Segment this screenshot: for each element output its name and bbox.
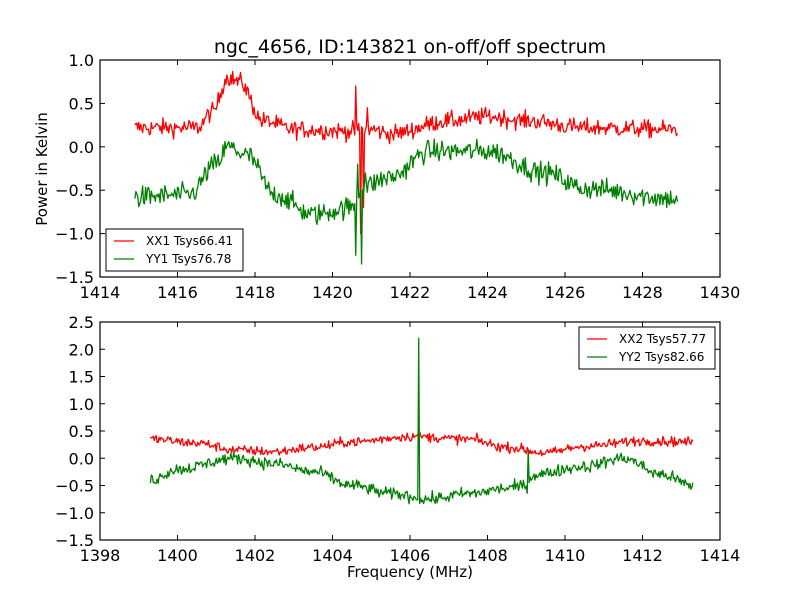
series-line-xx2 <box>149 431 694 457</box>
x-tick-label: 1406 <box>390 546 431 565</box>
legend-label: YY1 Tsys76.78 <box>145 252 231 266</box>
x-tick-label: 1430 <box>700 283 741 302</box>
series-line-yy2 <box>149 337 694 505</box>
y-axis-label: Power in Kelvin <box>33 112 51 226</box>
series-line-yy1 <box>134 138 679 265</box>
y-tick-label: 0.5 <box>69 422 94 441</box>
x-tick-label: 1420 <box>312 283 353 302</box>
x-tick-label: 1400 <box>157 546 198 565</box>
x-tick-label: 1422 <box>390 283 431 302</box>
x-tick-label: 1416 <box>157 283 198 302</box>
legend-label: YY2 Tsys82.66 <box>618 350 704 364</box>
y-tick-label: 1.0 <box>69 395 94 414</box>
x-tick-label: 1414 <box>80 283 121 302</box>
x-axis-label: Frequency (MHz) <box>347 563 473 581</box>
y-tick-label: 0.5 <box>69 94 94 113</box>
legend: XX2 Tsys57.77 YY2 Tsys82.66 <box>578 326 716 370</box>
y-tick-label: −1.5 <box>55 268 94 287</box>
legend-label: XX1 Tsys66.41 <box>146 234 233 248</box>
x-tick-label: 1410 <box>545 546 586 565</box>
chart-title: ngc_4656, ID:143821 on-off/off spectrum <box>214 36 606 58</box>
top-panel: 1414 1416 1418 1420 1422 1424 1426 1428 1430 1.0 0… <box>55 51 740 302</box>
x-tick-label: 1404 <box>312 546 353 565</box>
legend: XX1 Tsys66.41 YY1 Tsys76.78 <box>105 228 244 272</box>
x-tick-label: 1398 <box>80 546 121 565</box>
y-tick-label: −1.0 <box>55 225 94 244</box>
legend-label: XX2 Tsys57.77 <box>619 332 706 346</box>
y-tick-label: 0.0 <box>69 138 94 157</box>
y-tick-label: 0.0 <box>69 449 94 468</box>
y-tick-label: 1.5 <box>69 368 94 387</box>
x-tick-label: 1426 <box>545 283 586 302</box>
x-tick-label: 1402 <box>235 546 276 565</box>
bottom-panel: 1398 1400 1402 1404 1406 1408 1410 1412 1414 2.5 2… <box>55 313 740 565</box>
y-tick-label: 2.5 <box>69 313 94 332</box>
y-tick-label: −0.5 <box>55 477 94 496</box>
y-tick-label: −0.5 <box>55 181 94 200</box>
x-tick-label: 1418 <box>235 283 276 302</box>
y-tick-label: 1.0 <box>69 51 94 70</box>
y-tick-label: −1.0 <box>55 504 94 523</box>
y-tick-label: −1.5 <box>55 531 94 550</box>
x-tick-label: 1414 <box>700 546 741 565</box>
x-tick-label: 1428 <box>622 283 663 302</box>
x-tick-label: 1424 <box>467 283 508 302</box>
x-tick-label: 1412 <box>622 546 663 565</box>
y-tick-label: 2.0 <box>69 340 94 359</box>
series-line-xx1 <box>134 70 678 235</box>
x-tick-label: 1408 <box>467 546 508 565</box>
